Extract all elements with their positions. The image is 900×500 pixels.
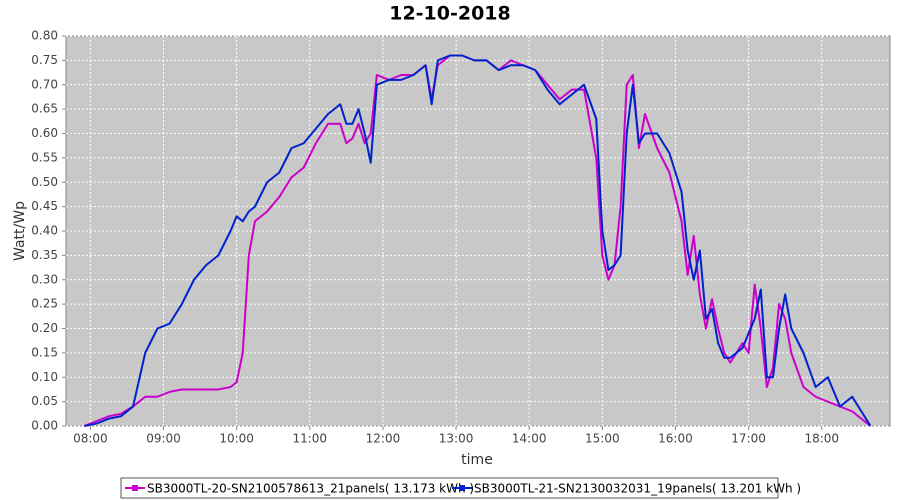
y-tick-label: 0.65: [31, 102, 58, 116]
y-tick-label: 0.40: [31, 224, 58, 238]
x-tick-label: 11:00: [292, 432, 327, 446]
y-tick-label: 0.75: [31, 53, 58, 67]
x-tick-label: 16:00: [658, 432, 693, 446]
chart-title: 12-10-2018: [389, 3, 511, 25]
x-tick-label: 12:00: [366, 432, 401, 446]
x-tick-label: 13:00: [439, 432, 474, 446]
x-tick-label: 09:00: [146, 432, 181, 446]
y-tick-label: 0.25: [31, 297, 58, 311]
y-tick-label: 0.35: [31, 248, 58, 262]
y-tick-label: 0.30: [31, 272, 58, 286]
y-tick-label: 0.70: [31, 77, 58, 91]
y-axis-label: Watt/Wp: [12, 201, 28, 261]
series-line: [84, 54, 872, 427]
y-tick-label: 0.80: [31, 29, 58, 43]
x-tick-label: 14:00: [512, 432, 547, 446]
x-tick-label: 15:00: [585, 432, 620, 446]
legend-label: SB3000TL-20-SN2100578613_21panels( 13.17…: [147, 482, 474, 496]
y-tick-label: 0.05: [31, 394, 58, 408]
y-tick-label: 0.55: [31, 150, 58, 164]
x-axis-label: time: [461, 452, 493, 468]
x-tick-label: 17:00: [731, 432, 766, 446]
y-tick-label: 0.15: [31, 345, 58, 359]
x-tick-label: 08:00: [73, 432, 108, 446]
y-tick-label: 0.45: [31, 199, 58, 213]
legend-label: SB3000TL-21-SN2130032031_19panels( 13.20…: [474, 482, 801, 496]
legend: [120, 477, 779, 499]
y-tick-label: 0.60: [31, 126, 58, 140]
x-tick-label: 10:00: [219, 432, 254, 446]
legend-marker: [132, 485, 138, 491]
y-tick-label: 0.10: [31, 370, 58, 384]
y-tick-label: 0.00: [31, 419, 58, 433]
legend-marker: [459, 485, 465, 491]
x-tick-label: 18:00: [804, 432, 839, 446]
y-tick-label: 0.20: [31, 321, 58, 335]
y-tick-label: 0.50: [31, 175, 58, 189]
